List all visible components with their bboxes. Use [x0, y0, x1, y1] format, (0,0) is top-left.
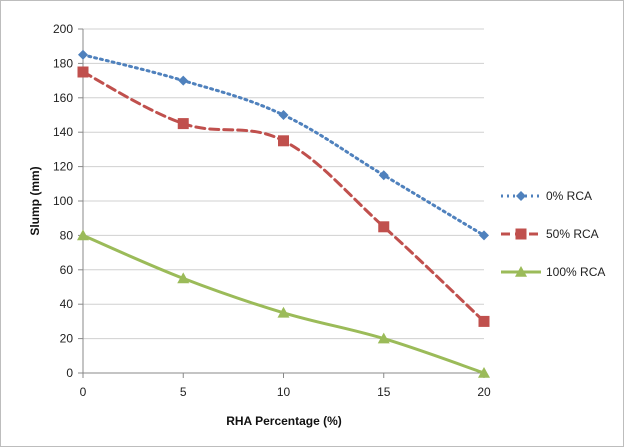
- data-point-100-rca-0: [77, 229, 89, 241]
- legend-marker-50-rca: [515, 228, 527, 240]
- y-tick-label-180: 180: [53, 56, 73, 70]
- y-axis-title: Slump (mm): [28, 166, 42, 235]
- legend-marker-100-rca: [515, 266, 527, 277]
- x-axis-title: RHA Percentage (%): [226, 414, 342, 428]
- axes: 0 20 40 60 80 100 120 140 160 180 200 0 5 10 15 20: [53, 22, 491, 399]
- x-tick-label-0: 0: [80, 385, 87, 399]
- legend: 0% RCA 50% RCA 100% RCA: [501, 189, 605, 279]
- y-tick-label-40: 40: [60, 297, 74, 311]
- data-point-50-rca-5: [177, 118, 189, 130]
- y-tick-label-0: 0: [66, 366, 73, 380]
- y-tick-label-80: 80: [60, 228, 74, 242]
- data-point-100-rca-20: [478, 367, 490, 378]
- data-point-0-rca-20: [479, 230, 489, 241]
- series-line-50-rca: [81, 70, 486, 323]
- data-point-50-rca-20: [478, 315, 490, 327]
- data-point-0-rca-15: [378, 170, 389, 181]
- y-tick-label-20: 20: [60, 332, 74, 346]
- legend-label-0-rca: 0% RCA: [546, 189, 592, 203]
- series-layer: [77, 49, 490, 378]
- y-tick-label-120: 120: [53, 160, 73, 174]
- data-point-100-rca-15: [377, 332, 390, 344]
- gridlines: [83, 28, 484, 340]
- legend-marker-0-rca: [516, 191, 526, 201]
- x-tick-label-10: 10: [277, 385, 291, 399]
- data-point-50-rca-10: [278, 135, 289, 147]
- data-point-0-rca-0: [78, 49, 88, 60]
- x-tick-label-5: 5: [180, 385, 187, 399]
- y-tick-label-160: 160: [53, 91, 73, 105]
- legend-label-50-rca: 50% RCA: [546, 227, 599, 241]
- y-tick-label-60: 60: [60, 263, 74, 277]
- data-point-100-rca-5: [177, 272, 190, 284]
- y-tick-label-140: 140: [53, 125, 73, 139]
- data-point-0-rca-10: [278, 110, 289, 120]
- data-point-0-rca-5: [178, 75, 189, 86]
- data-point-50-rca-15: [378, 221, 390, 233]
- data-point-50-rca-0: [77, 66, 89, 78]
- x-tick-label-15: 15: [377, 385, 391, 399]
- x-tick-label-20: 20: [477, 385, 491, 399]
- legend-label-100-rca: 100% RCA: [546, 265, 605, 279]
- y-tick-label-200: 200: [53, 22, 73, 36]
- y-tick-label-100: 100: [53, 194, 73, 208]
- data-point-100-rca-10: [277, 306, 290, 318]
